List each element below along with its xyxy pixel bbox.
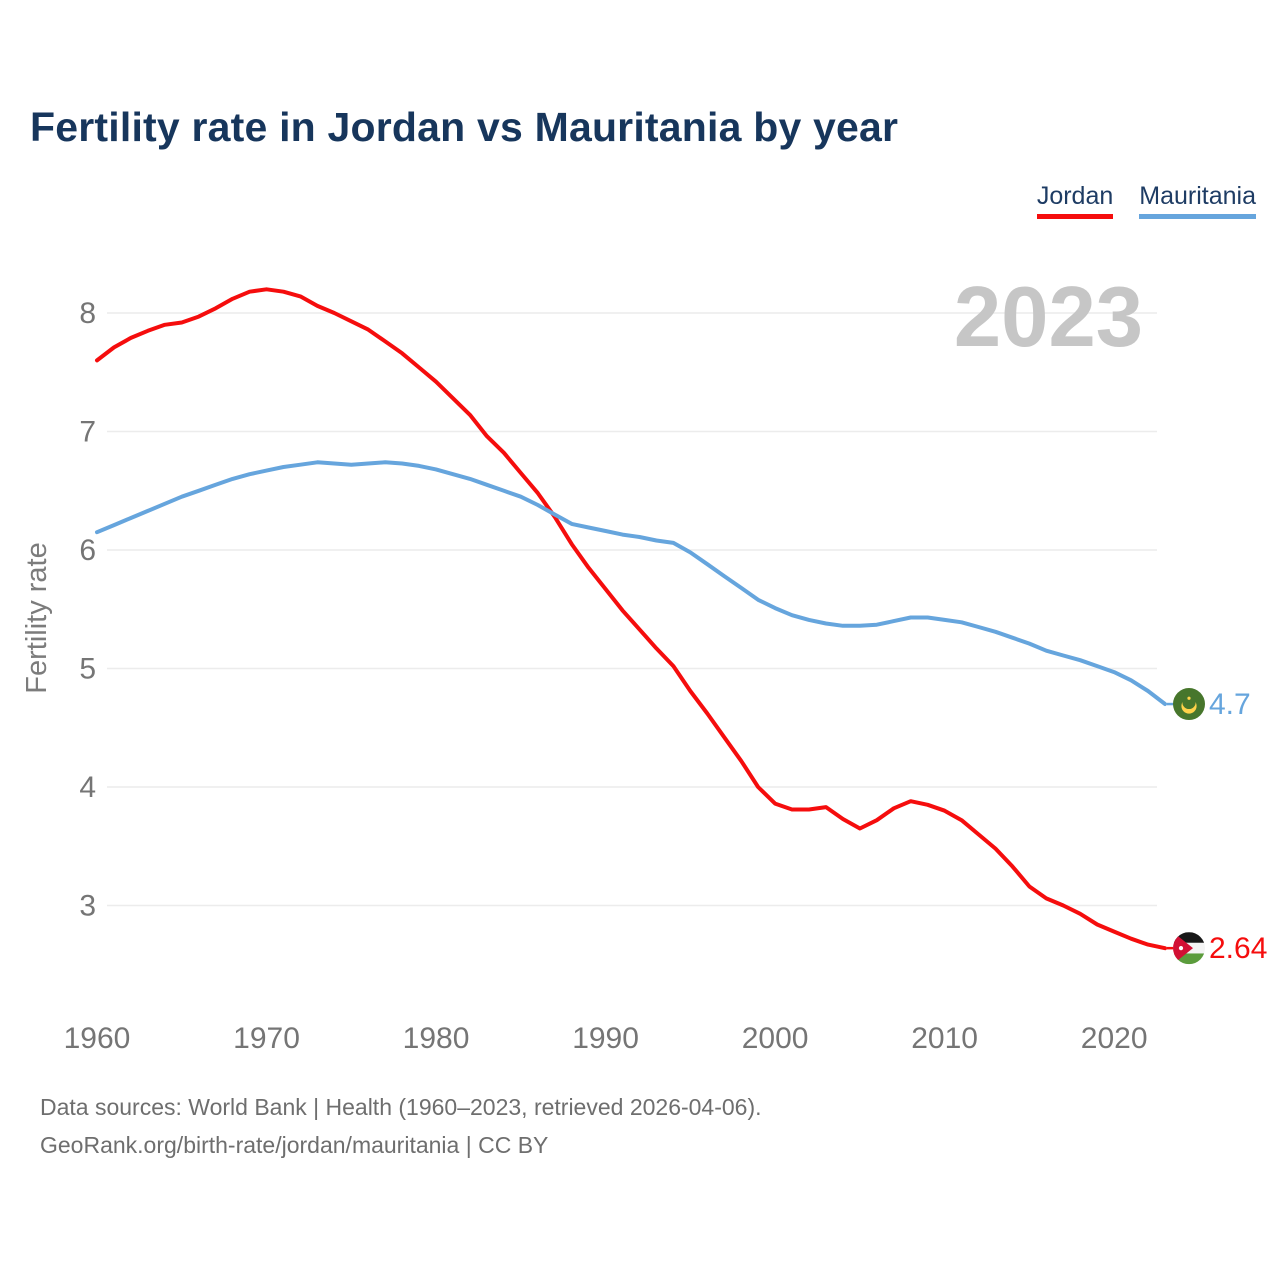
x-tick-label: 2010 bbox=[911, 1022, 978, 1055]
y-axis-title: Fertility rate bbox=[21, 542, 53, 693]
y-tick-label: 5 bbox=[79, 653, 96, 686]
y-tick-label: 7 bbox=[79, 416, 96, 449]
jordan-flag-icon bbox=[1173, 932, 1205, 965]
x-tick-label: 1980 bbox=[403, 1022, 470, 1055]
x-tick-label: 2020 bbox=[1081, 1022, 1148, 1055]
x-tick-label: 2000 bbox=[742, 1022, 809, 1055]
y-tick-label: 3 bbox=[79, 890, 96, 923]
mauritania-flag-icon bbox=[1173, 688, 1205, 721]
mauritania-end-value-label: 4.7 bbox=[1209, 688, 1251, 721]
x-tick-label: 1970 bbox=[233, 1022, 300, 1055]
chart-footer: Data sources: World Bank | Health (1960–… bbox=[40, 1088, 762, 1164]
chart-title: Fertility rate in Jordan vs Mauritania b… bbox=[30, 104, 899, 150]
mauritania-series-line[interactable] bbox=[95, 460, 1167, 706]
legend-item-mauritania[interactable]: Mauritania bbox=[1139, 182, 1256, 219]
legend-item-jordan[interactable]: Jordan bbox=[1036, 182, 1114, 219]
jordan-series-line[interactable] bbox=[95, 287, 1167, 951]
watermark-year: 2023 bbox=[954, 270, 1143, 365]
x-tick-label: 1960 bbox=[64, 1022, 131, 1055]
x-tick-label: 1990 bbox=[572, 1022, 639, 1055]
y-tick-label: 8 bbox=[79, 297, 96, 330]
y-tick-label: 4 bbox=[79, 771, 96, 804]
data-sources-line: Data sources: World Bank | Health (1960–… bbox=[40, 1094, 762, 1120]
attribution-line: GeoRank.org/birth-rate/jordan/mauritania… bbox=[40, 1132, 549, 1158]
legend: Jordan Mauritania bbox=[1036, 182, 1256, 219]
jordan-end-value-label: 2.64 bbox=[1209, 932, 1267, 965]
y-tick-label: 6 bbox=[79, 534, 96, 567]
